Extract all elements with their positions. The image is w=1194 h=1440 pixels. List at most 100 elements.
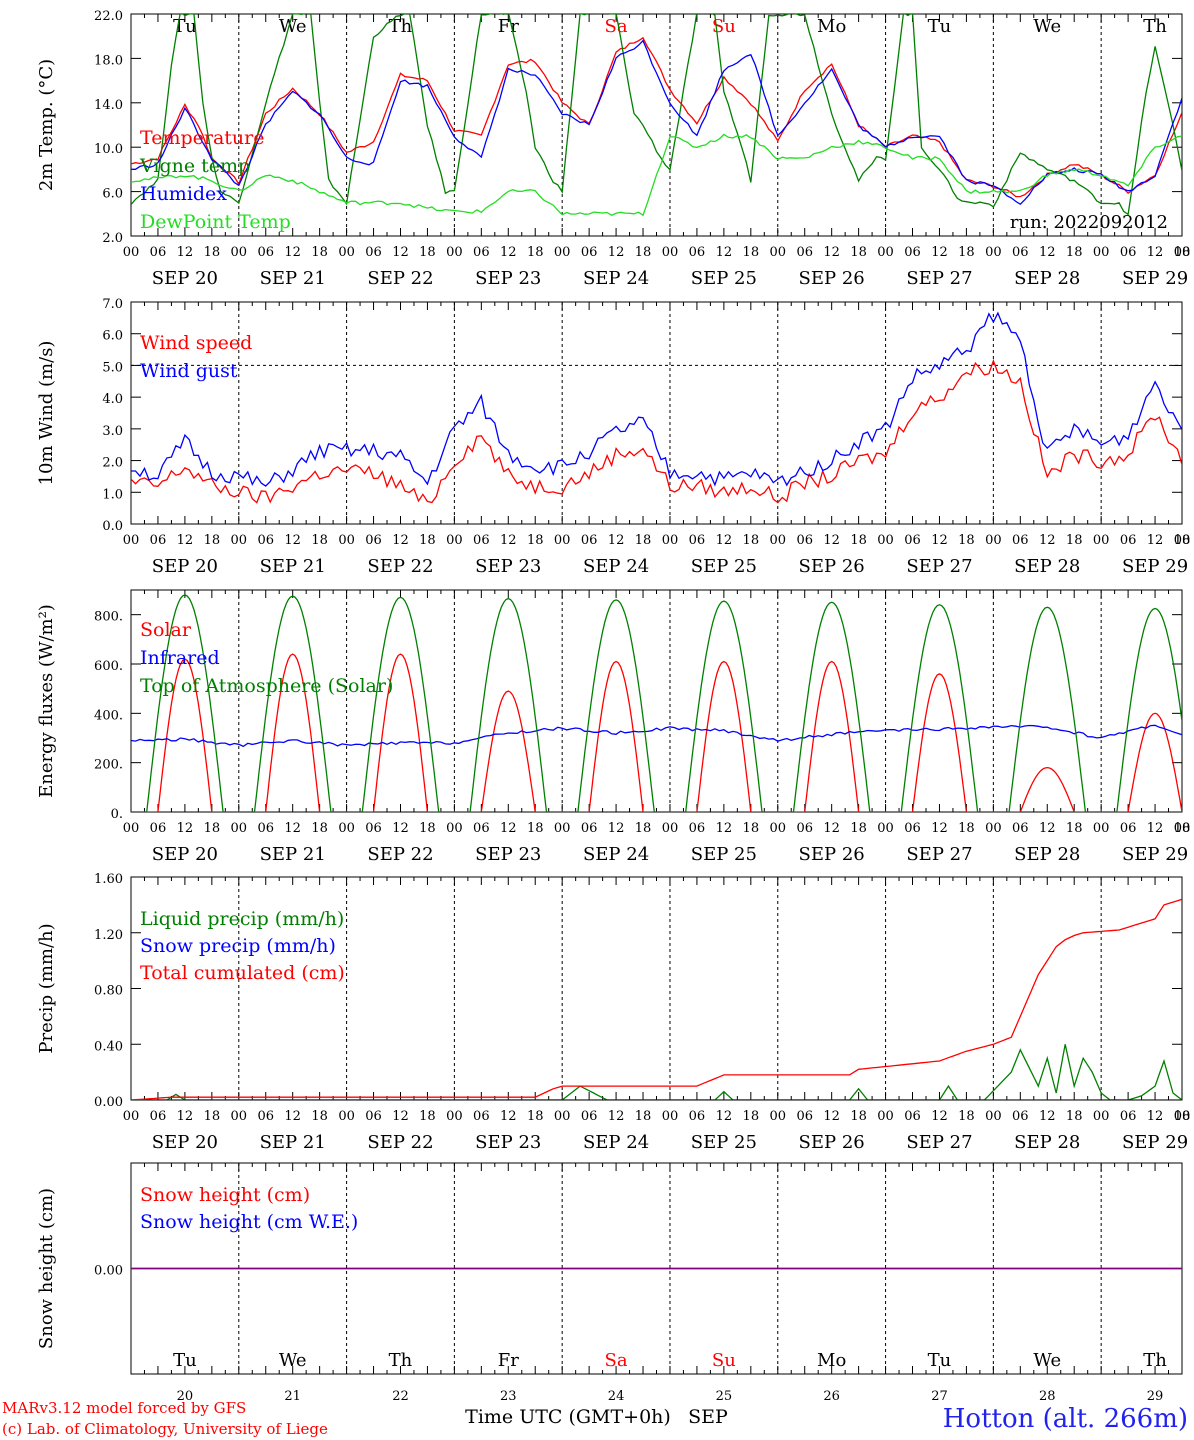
day-label: Tu	[173, 1350, 197, 1371]
hour-tick-label: 12	[931, 245, 948, 260]
date-label: SEP 26	[799, 556, 865, 577]
y-tick-label: 800.	[94, 610, 123, 625]
legend-entry: Vigne temp	[139, 155, 250, 177]
hour-tick-label: 12	[823, 533, 840, 548]
hour-tick-label: 00	[123, 821, 140, 836]
hour-tick-label: 00	[1093, 533, 1110, 548]
hour-tick-label: 12	[1147, 245, 1164, 260]
hour-tick-label: 06	[581, 1109, 598, 1124]
hour-tick-label: 06	[581, 821, 598, 836]
date-label: SEP 27	[906, 556, 972, 577]
hour-tick-label: 06	[689, 821, 706, 836]
hour-tick-label: 00	[662, 821, 679, 836]
hour-tick-label: 12	[608, 245, 625, 260]
hour-tick-label: 12	[284, 533, 301, 548]
hour-tick-label: 18	[743, 533, 760, 548]
hour-tick-label: 06	[581, 533, 598, 548]
hour-tick-label: 00	[662, 1109, 679, 1124]
y-tick-label: 5.0	[102, 360, 123, 375]
hour-tick-label: 12	[1147, 821, 1164, 836]
hour-tick-label: 12	[392, 245, 409, 260]
hour-tick-label: 18	[204, 245, 221, 260]
hour-tick-label: 12	[1039, 245, 1056, 260]
hour-tick-label: 00	[446, 533, 463, 548]
series-line	[131, 133, 1182, 217]
hour-tick-label: 06	[150, 533, 167, 548]
credits-line-1: MARv3.12 model forced by GFS	[2, 1399, 246, 1417]
hour-tick-label: 12	[500, 245, 517, 260]
hour-tick-label: 18	[850, 821, 867, 836]
date-label: SEP 28	[1014, 556, 1080, 577]
hour-tick-label: 18	[527, 245, 544, 260]
hour-tick-label: 00	[446, 1109, 463, 1124]
hour-tick-label: 06	[257, 1109, 274, 1124]
date-label: SEP 20	[152, 844, 218, 865]
hour-tick-label: 00	[338, 533, 355, 548]
date-label: SEP 23	[475, 268, 541, 289]
hour-tick-label: 18	[850, 1109, 867, 1124]
date-label: SEP 23	[475, 1132, 541, 1153]
hour-tick-label: 18	[311, 533, 328, 548]
hour-tick-label: 18	[743, 245, 760, 260]
hour-tick-label: 06	[365, 533, 382, 548]
x-axis-title: Time UTC (GMT+0h)	[465, 1406, 671, 1428]
hour-tick-label: 18	[419, 245, 436, 260]
hour-tick-label: 06	[796, 533, 813, 548]
hour-tick-label: 00	[554, 533, 571, 548]
y-axis-label: Snow height (cm)	[36, 1188, 57, 1349]
day-label: Sa	[605, 16, 628, 37]
day-label: Mo	[817, 1350, 846, 1371]
date-label: SEP 21	[260, 556, 326, 577]
hour-tick-label: 00	[123, 533, 140, 548]
hour-tick-label: 00	[231, 821, 248, 836]
hour-tick-label: 12	[284, 245, 301, 260]
hour-tick-label: 06	[1012, 1109, 1029, 1124]
y-tick-label: 14.0	[94, 98, 123, 113]
date-label: SEP 28	[1014, 1132, 1080, 1153]
hour-tick-label: 06	[796, 245, 813, 260]
y-tick-label: 1.60	[94, 872, 123, 887]
hour-tick-label: 06	[365, 1109, 382, 1124]
date-label: SEP 29	[1122, 844, 1188, 865]
hour-tick-label: 06	[689, 245, 706, 260]
hour-tick-label: 18	[1066, 821, 1083, 836]
date-label: SEP 21	[260, 268, 326, 289]
legend-entry: DewPoint Temp	[140, 211, 291, 233]
date-label: SEP 27	[906, 844, 972, 865]
day-number-label: 29	[1147, 1389, 1164, 1404]
y-tick-label: 3.0	[102, 424, 123, 439]
date-label: SEP 20	[152, 556, 218, 577]
y-tick-label: 18.0	[94, 53, 123, 68]
day-number-label: 25	[716, 1389, 733, 1404]
y-tick-label: 600.	[94, 659, 123, 674]
hour-tick-label: 18	[311, 821, 328, 836]
hour-tick-label: 12	[931, 533, 948, 548]
station-label: Hotton (alt. 266m)	[943, 1404, 1188, 1434]
hour-tick-label: 00	[662, 245, 679, 260]
hour-tick-label: 00	[1174, 821, 1191, 836]
legend-entry: Top of Atmosphere (Solar)	[140, 675, 393, 697]
hour-tick-label: 06	[150, 1109, 167, 1124]
hour-tick-label: 18	[635, 245, 652, 260]
hour-tick-label: 00	[877, 821, 894, 836]
hour-tick-label: 06	[365, 821, 382, 836]
legend-entry: Wind gust	[140, 360, 238, 382]
hour-tick-label: 00	[985, 533, 1002, 548]
hour-tick-label: 00	[769, 821, 786, 836]
hour-tick-label: 00	[1093, 821, 1110, 836]
y-tick-label: 2.0	[102, 231, 123, 246]
day-label: Th	[389, 1350, 413, 1371]
date-label: SEP 24	[583, 844, 649, 865]
plot-frame	[130, 13, 1183, 237]
date-label: SEP 25	[691, 556, 757, 577]
day-label: Th	[1143, 1350, 1167, 1371]
hour-tick-label: 06	[365, 245, 382, 260]
hour-tick-label: 12	[177, 821, 194, 836]
hour-tick-label: 12	[500, 1109, 517, 1124]
day-number-label: 20	[177, 1389, 194, 1404]
day-label: Tu	[928, 16, 952, 37]
hour-tick-label: 18	[204, 821, 221, 836]
hour-tick-label: 18	[850, 245, 867, 260]
day-label: Sa	[605, 1350, 628, 1371]
hour-tick-label: 12	[608, 821, 625, 836]
